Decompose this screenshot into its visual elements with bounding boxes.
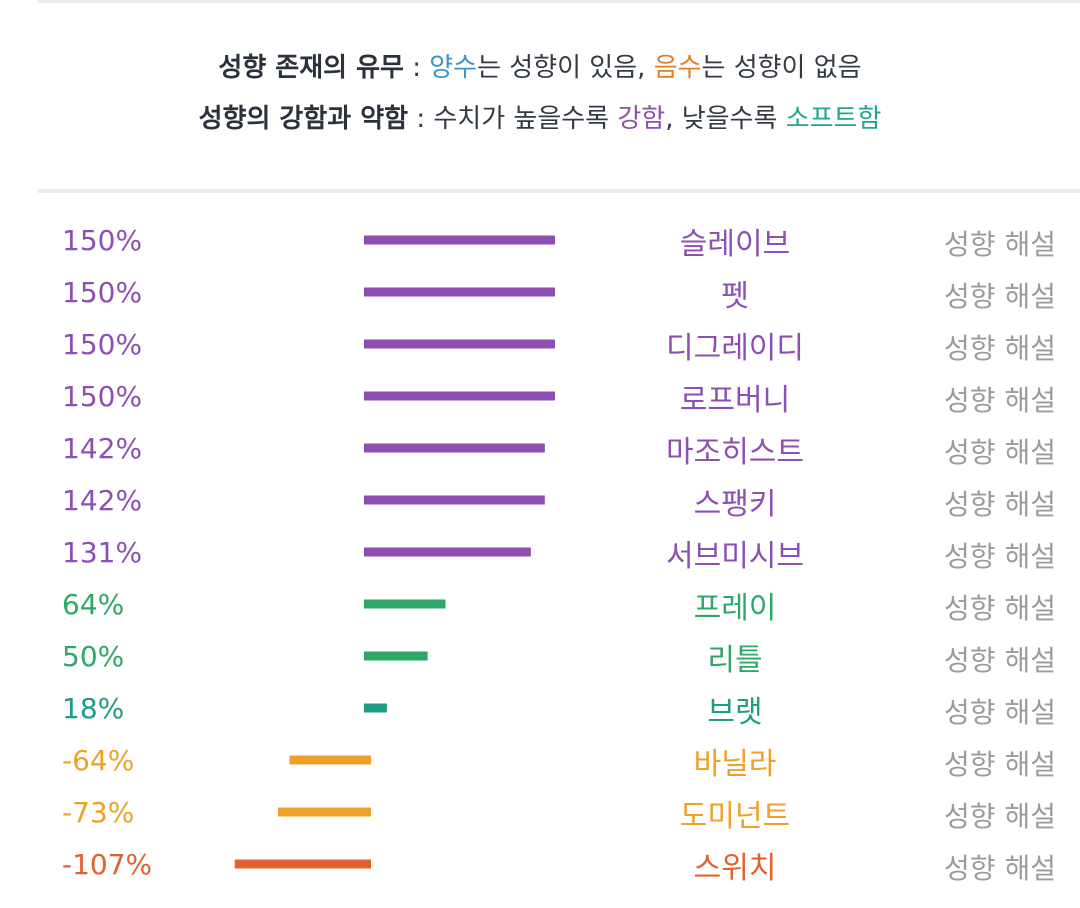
legend-divider xyxy=(38,189,1080,193)
explanation-link[interactable]: 성향 해설 xyxy=(944,332,1056,365)
explanation-link[interactable]: 성향 해설 xyxy=(944,488,1056,521)
legend-positive-word: 양수 xyxy=(429,53,478,83)
category-label: 디그레이디 xyxy=(666,331,804,366)
value-label: 150% xyxy=(62,276,142,309)
legend-presence-separator: : xyxy=(403,53,430,83)
explanation-link[interactable]: 성향 해설 xyxy=(944,384,1056,417)
legend-strength-pre: 수치가 높을수록 xyxy=(433,104,618,134)
value-label: -73% xyxy=(62,796,134,829)
category-label: 스위치 xyxy=(694,851,777,886)
value-label: -107% xyxy=(62,848,152,881)
legend-line-presence: 성향 존재의 유무 : 양수는 성향이 있음, 음수는 성향이 없음 xyxy=(0,48,1080,88)
explanation-link[interactable]: 성향 해설 xyxy=(944,280,1056,313)
explanation-link[interactable]: 성향 해설 xyxy=(944,540,1056,573)
value-label: -64% xyxy=(62,744,134,777)
explanation-link[interactable]: 성향 해설 xyxy=(944,228,1056,261)
category-label: 스팽키 xyxy=(694,487,777,522)
category-label: 프레이 xyxy=(694,591,777,626)
legend-soft-word: 소프트함 xyxy=(785,104,882,134)
category-label: 리틀 xyxy=(707,643,762,678)
legend-strength-middle: , 낮을수록 xyxy=(665,104,786,134)
legend-negative-word: 음수 xyxy=(653,53,702,83)
explanation-link[interactable]: 성향 해설 xyxy=(944,800,1056,833)
category-label: 로프버니 xyxy=(680,383,790,418)
value-label: 142% xyxy=(62,484,142,517)
value-label: 64% xyxy=(62,588,124,621)
category-label: 마조히스트 xyxy=(666,435,804,470)
explanation-link[interactable]: 성향 해설 xyxy=(944,852,1056,885)
legend-strength-label: 성향의 강함과 약함 xyxy=(198,104,409,134)
explanation-link[interactable]: 성향 해설 xyxy=(944,644,1056,677)
category-label: 도미넌트 xyxy=(680,799,790,834)
category-label: 펫 xyxy=(721,279,749,314)
category-label: 브랫 xyxy=(707,695,762,730)
legend-strength-separator: : xyxy=(408,104,434,134)
category-label: 바닐라 xyxy=(694,747,777,782)
explanation-link[interactable]: 성향 해설 xyxy=(944,748,1056,781)
value-label: 131% xyxy=(62,536,142,569)
explanation-link[interactable]: 성향 해설 xyxy=(944,696,1056,729)
value-label: 18% xyxy=(62,692,124,725)
value-label: 50% xyxy=(62,640,124,673)
legend-line-strength: 성향의 강함과 약함 : 수치가 높을수록 강함, 낮을수록 소프트함 xyxy=(0,99,1080,139)
legend-presence-middle: 는 성향이 있음, xyxy=(477,53,654,83)
legend-strong-word: 강함 xyxy=(617,104,666,134)
legend-presence-end: 는 성향이 없음 xyxy=(701,53,862,83)
value-label: 150% xyxy=(62,224,142,257)
category-label: 서브미시브 xyxy=(666,539,804,574)
category-label: 슬레이브 xyxy=(680,227,790,262)
legend-presence-label: 성향 존재의 유무 xyxy=(218,53,404,83)
value-label: 150% xyxy=(62,380,142,413)
value-label: 150% xyxy=(62,328,142,361)
top-border xyxy=(38,0,1080,3)
explanation-link[interactable]: 성향 해설 xyxy=(944,592,1056,625)
value-label: 142% xyxy=(62,432,142,465)
explanation-link[interactable]: 성향 해설 xyxy=(944,436,1056,469)
